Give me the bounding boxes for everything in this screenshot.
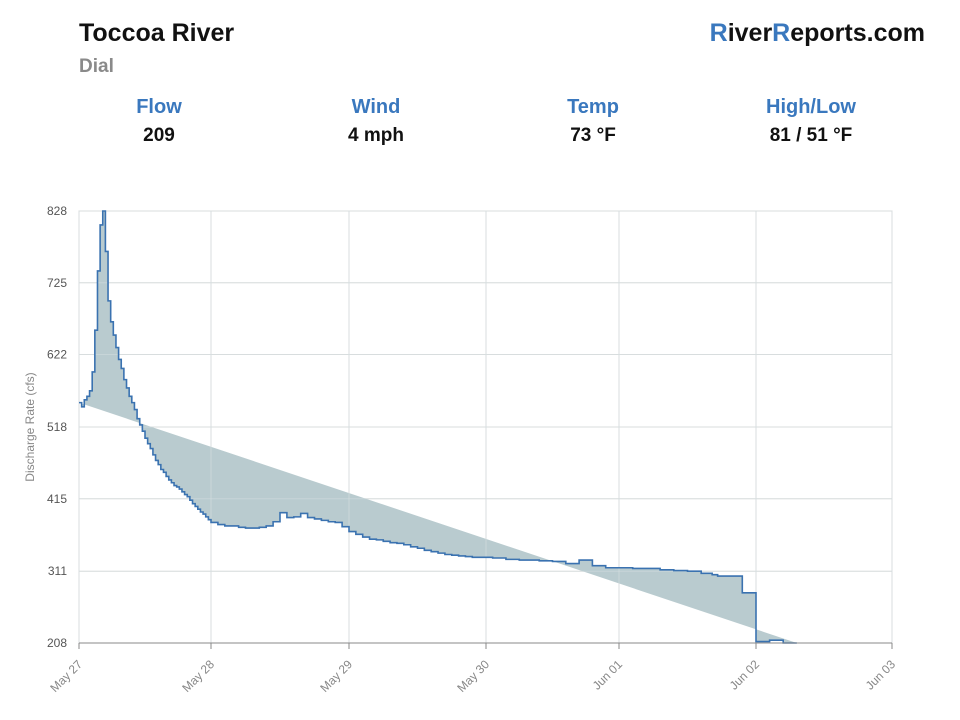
x-tick-label: Jun 02 <box>727 657 763 693</box>
x-tick-label: May 30 <box>454 657 492 695</box>
brand-text-2: eports.com <box>790 19 925 47</box>
y-tick-label: 208 <box>47 636 67 650</box>
stat-flow: Flow 209 <box>69 96 249 147</box>
y-tick-label: 415 <box>47 492 67 506</box>
x-tick-label: May 27 <box>47 657 85 695</box>
y-tick-label: 725 <box>47 276 67 290</box>
brand-logo[interactable]: RiverReports.com <box>710 19 925 48</box>
y-tick-label: 311 <box>48 564 67 578</box>
y-tick-label: 622 <box>47 348 67 362</box>
stat-wind: Wind 4 mph <box>286 96 466 147</box>
stat-temp-value: 73 °F <box>570 125 616 146</box>
x-tick-label: Jun 03 <box>863 657 899 693</box>
y-tick-label: 828 <box>47 204 67 218</box>
y-tick-label: 518 <box>47 420 67 434</box>
stat-temp: Temp 73 °F <box>503 96 683 147</box>
stat-highlow: High/Low 81 / 51 °F <box>721 96 901 147</box>
stat-flow-value: 209 <box>143 125 175 146</box>
stat-wind-label: Wind <box>351 96 401 118</box>
x-tick-label: May 29 <box>317 657 355 695</box>
stat-temp-label: Temp <box>567 96 619 118</box>
discharge-chart: 828 725 622 518 415 311 208 May 27 May 28 May 29 M… <box>23 204 899 695</box>
stat-flow-label: Flow <box>136 96 182 118</box>
stat-wind-value: 4 mph <box>348 125 404 146</box>
brand-letter-r2: R <box>772 19 791 47</box>
stat-highlow-label: High/Low <box>766 96 856 118</box>
page-title: Toccoa River <box>79 19 235 47</box>
x-tick-label: Jun 01 <box>590 657 626 693</box>
page-subtitle: Dial <box>79 56 114 77</box>
discharge-line <box>79 210 797 644</box>
y-axis-title: Discharge Rate (cfs) <box>23 372 37 481</box>
x-tick-label: May 28 <box>179 657 217 695</box>
brand-text-1: iver <box>727 19 773 47</box>
brand-letter-r1: R <box>709 19 728 47</box>
stat-highlow-value: 81 / 51 °F <box>769 125 853 146</box>
discharge-area <box>79 211 797 643</box>
